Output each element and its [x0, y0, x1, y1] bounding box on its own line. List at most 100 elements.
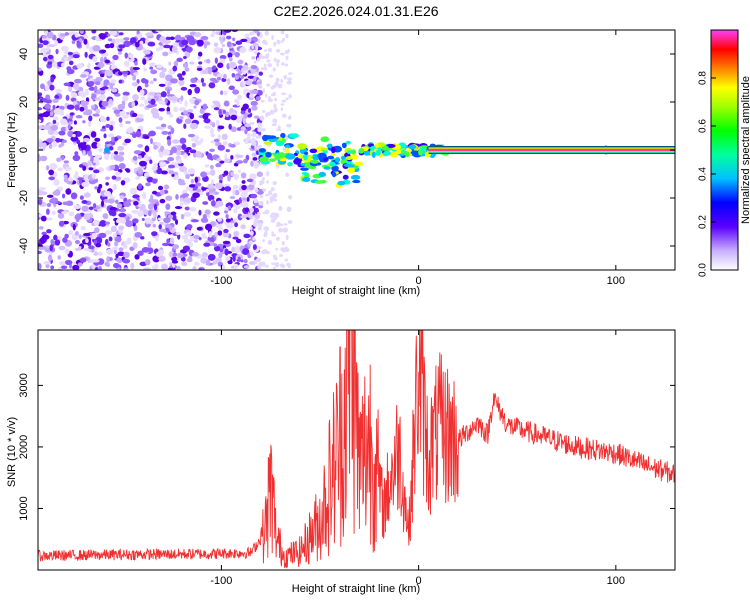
heatmap-cell [45, 165, 50, 171]
heatmap-cell [200, 257, 208, 264]
heatmap-cell [167, 267, 173, 270]
heatmap-cell [234, 51, 240, 58]
heatmap-cell [109, 120, 116, 127]
heatmap-cell [54, 95, 60, 99]
heatmap-cell [263, 135, 273, 140]
heatmap-cell [271, 231, 274, 237]
heatmap-cell [49, 111, 54, 117]
heatmap-cell [52, 98, 59, 104]
heatmap-cell [182, 62, 189, 68]
heatmap-cell [175, 231, 181, 236]
heatmap-cell [169, 36, 175, 41]
heatmap-cell [167, 139, 172, 147]
heatmap-cell [75, 114, 83, 119]
heatmap-cell [224, 207, 229, 211]
heatmap-cell [70, 92, 78, 98]
heatmap-cell [50, 124, 59, 131]
heatmap-cell [141, 217, 145, 222]
heatmap-cell [213, 107, 220, 111]
heatmap-cell [83, 111, 92, 116]
heatmap-cell [285, 172, 290, 178]
heatmap-cell [68, 211, 75, 217]
heatmap-cell [101, 101, 109, 107]
heatmap-cell [108, 98, 113, 105]
heatmap-cell [155, 126, 164, 130]
heatmap-cell [97, 265, 102, 270]
heatmap-cell [240, 197, 248, 201]
heatmap-cell [187, 133, 196, 138]
heatmap-cell [87, 62, 91, 70]
heatmap-cell [157, 100, 166, 105]
x-tick-label: 0 [416, 275, 422, 287]
heatmap-cell [38, 43, 44, 49]
heatmap-cell [118, 44, 126, 49]
heatmap-cell [125, 169, 131, 173]
heatmap-cell [72, 83, 78, 89]
heatmap-cell [381, 145, 390, 151]
heatmap-cell [135, 130, 142, 138]
heatmap-cell [91, 105, 95, 111]
heatmap-cell [267, 239, 273, 246]
heatmap-cell [235, 238, 242, 244]
heatmap-cell [160, 170, 168, 175]
heatmap-cell [78, 234, 82, 239]
heatmap-cell [49, 84, 55, 91]
heatmap-cell [268, 190, 273, 196]
heatmap-cell [111, 175, 117, 180]
heatmap-cell [118, 225, 125, 231]
heatmap-cell [114, 240, 119, 247]
heatmap-cell [264, 55, 268, 59]
heatmap-cell [134, 61, 138, 66]
heatmap-cell [250, 160, 254, 167]
heatmap-cell [213, 42, 219, 47]
heatmap-cell [189, 112, 195, 120]
heatmap-cell [170, 127, 175, 134]
heatmap-cell [231, 72, 236, 78]
heatmap-cell [342, 174, 349, 180]
heatmap-cell [72, 154, 81, 162]
y-tick-label: 40 [18, 48, 30, 60]
heatmap-cell [260, 99, 265, 103]
heatmap-cell [119, 195, 125, 200]
y-tick-label: -20 [18, 190, 30, 206]
heatmap-cell [78, 164, 84, 168]
heatmap-cell [116, 257, 124, 263]
heatmap-cell [251, 45, 254, 50]
heatmap-cell [46, 138, 54, 143]
heatmap-cell [57, 212, 65, 219]
heatmap-cell [105, 124, 111, 128]
heatmap-cell [219, 58, 225, 64]
heatmap-cell [195, 151, 202, 158]
heatmap-cell [204, 125, 212, 129]
heatmap-cell [282, 227, 288, 233]
heatmap-cell [190, 219, 199, 223]
heatmap-cell [266, 83, 271, 87]
heatmap-cell [262, 239, 265, 243]
heatmap-cell [84, 88, 89, 96]
heatmap-cell [211, 200, 216, 207]
heatmap-cell [252, 160, 258, 164]
heatmap-cell [237, 94, 243, 100]
heatmap-cell [120, 180, 126, 186]
heatmap-cell [155, 95, 159, 101]
heatmap-cell [134, 41, 140, 48]
heatmap-cell [319, 158, 325, 163]
heatmap-cell [109, 156, 115, 160]
heatmap-cell [194, 99, 200, 106]
heatmap-cell [276, 236, 280, 241]
heatmap-cell [136, 117, 144, 123]
heatmap-cell [144, 259, 151, 266]
heatmap-cell [98, 148, 104, 152]
heatmap-cell [337, 180, 346, 186]
heatmap-cell [88, 115, 93, 122]
heatmap-cell [45, 94, 51, 101]
heatmap-cell [196, 39, 204, 47]
heatmap-cell [281, 62, 285, 66]
heatmap-cell [179, 116, 184, 120]
heatmap-cell [61, 45, 69, 52]
heatmap-cell [72, 133, 76, 138]
heatmap-cell [187, 242, 194, 248]
heatmap-cell [155, 251, 164, 258]
heatmap-cell [84, 51, 88, 58]
heatmap-cell [124, 52, 129, 59]
